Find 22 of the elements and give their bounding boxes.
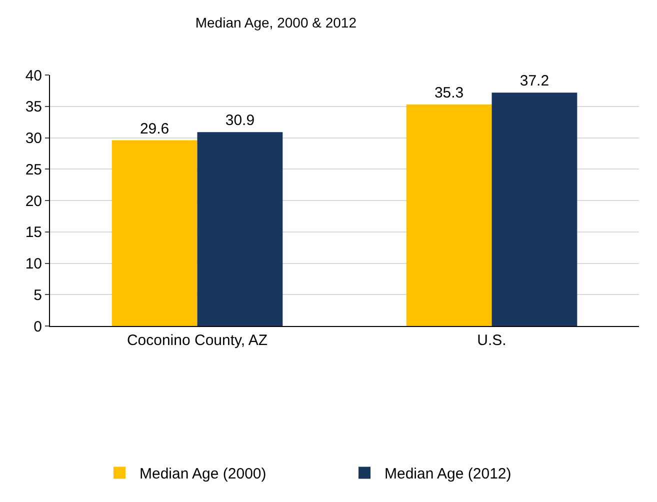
x-tick-label: U.S. — [477, 332, 506, 349]
legend-label: Median Age (2012) — [384, 466, 512, 483]
chart-title: Median Age, 2000 & 2012 — [195, 14, 357, 30]
y-tick-label: 15 — [25, 224, 42, 242]
y-tick-label: 25 — [25, 161, 42, 178]
bar — [492, 92, 578, 326]
bar — [197, 132, 283, 326]
data-label: 37.2 — [520, 72, 550, 90]
x-tick-label: Coconino County, AZ — [126, 332, 268, 349]
y-tick-label: 0 — [34, 318, 42, 336]
bar — [112, 140, 198, 326]
data-label: 30.9 — [225, 112, 255, 130]
data-label: 35.3 — [434, 84, 464, 102]
y-tick-label: 5 — [34, 286, 42, 304]
y-tick-label: 40 — [25, 67, 42, 84]
y-tick-label: 20 — [25, 192, 42, 210]
y-tick-label: 10 — [25, 256, 42, 272]
legend-label: Median Age (2000) — [140, 466, 266, 483]
y-tick-label: 30 — [25, 130, 42, 147]
bar — [406, 104, 492, 326]
y-tick-label: 35 — [25, 98, 42, 116]
data-label: 29.6 — [140, 120, 170, 138]
